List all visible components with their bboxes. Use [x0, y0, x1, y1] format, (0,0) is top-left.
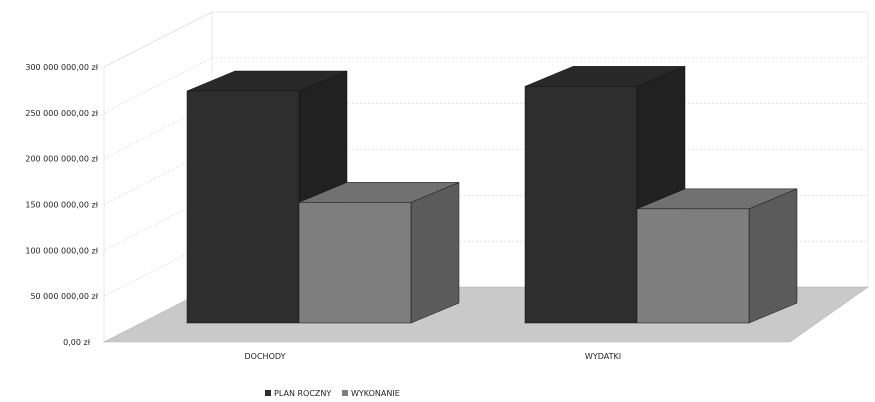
legend-swatch-plan-roczny	[265, 390, 271, 396]
legend: PLAN ROCZNY WYKONANIE	[265, 389, 400, 398]
bar-front-face	[186, 90, 300, 324]
y-tick-label: 50 000 000,00 zł	[30, 292, 98, 301]
bar-front-face	[298, 202, 412, 324]
legend-label-plan-roczny: PLAN ROCZNY	[274, 389, 331, 397]
bar-side-face	[410, 181, 460, 324]
y-tick-label: 250 000 000,00 zł	[25, 109, 98, 118]
category-label: WYDATKI	[585, 352, 621, 361]
legend-label-wykonanie: WYKONANIE	[351, 389, 400, 397]
bar-wykonanie-dochody	[298, 181, 460, 324]
y-tick-label: 100 000 000,00 zł	[25, 246, 98, 255]
chart-bars	[186, 65, 798, 324]
gridline-side	[103, 11, 213, 68]
category-label: DOCHODY	[245, 352, 286, 361]
legend-swatch-wykonanie	[342, 390, 348, 396]
y-tick-label: 0,00 zł	[63, 338, 91, 347]
y-axis-tick-labels: 0,00 zł 50 000 000,00 zł 100 000 000,00 zł…	[25, 63, 98, 347]
y-tick-label: 200 000 000,00 zł	[25, 155, 98, 164]
bar-wykonanie-wydatki	[636, 188, 798, 324]
bar-front-face	[636, 208, 750, 324]
bar-front-face	[524, 86, 638, 324]
gridline-side	[103, 57, 213, 114]
y-tick-label: 150 000 000,00 zł	[25, 201, 98, 210]
bar-side-face	[748, 188, 798, 324]
y-tick-label: 300 000 000,00 zł	[25, 63, 98, 72]
x-axis-category-labels: DOCHODY WYDATKI	[245, 352, 622, 361]
